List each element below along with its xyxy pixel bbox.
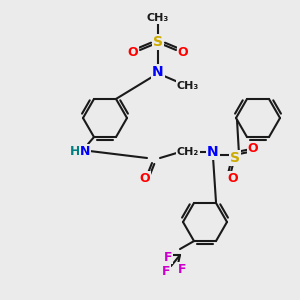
Text: CH₂: CH₂ [177, 147, 199, 157]
Text: O: O [128, 46, 138, 59]
Text: CH₃: CH₃ [147, 13, 169, 23]
Text: F: F [162, 265, 170, 278]
Text: S: S [153, 35, 163, 49]
Text: O: O [248, 142, 258, 154]
Text: F: F [164, 250, 172, 264]
Text: O: O [140, 172, 150, 184]
Text: CH₃: CH₃ [177, 81, 199, 91]
Text: N: N [80, 145, 90, 158]
Text: O: O [228, 172, 238, 184]
Text: N: N [207, 145, 219, 159]
Text: O: O [178, 46, 188, 59]
Text: HN: HN [70, 145, 90, 158]
Text: S: S [230, 151, 240, 165]
Text: F: F [178, 262, 186, 276]
Text: N: N [152, 65, 164, 79]
Text: H: H [70, 145, 80, 158]
